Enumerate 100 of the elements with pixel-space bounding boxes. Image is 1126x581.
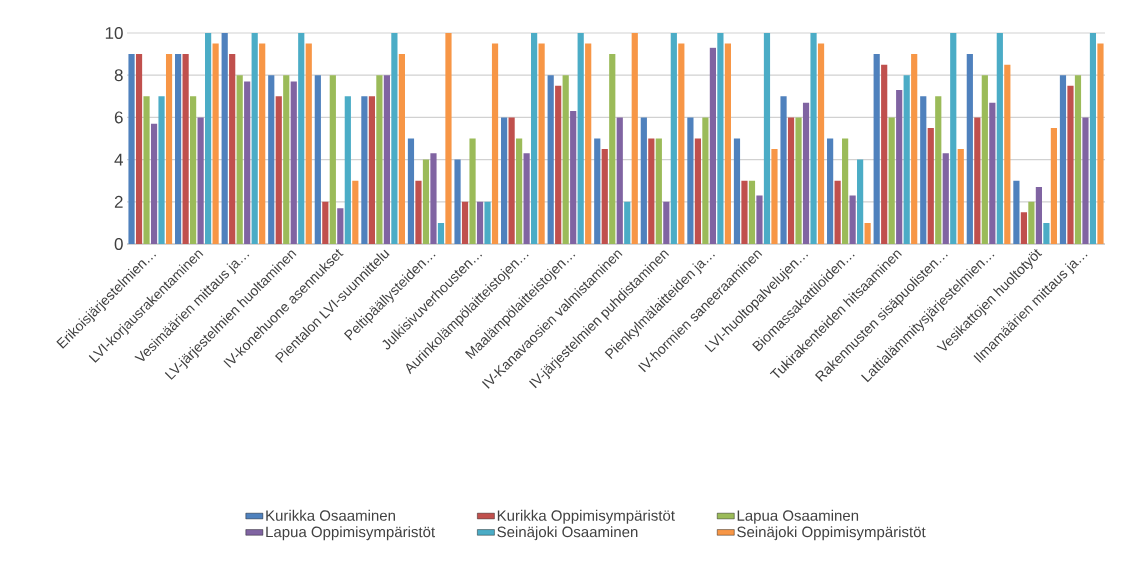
bar	[422, 159, 430, 244]
bar	[538, 43, 545, 244]
legend-label: Lapua Oppimisympäristöt	[266, 526, 436, 541]
bar	[763, 33, 771, 244]
bar	[290, 81, 297, 244]
bar	[1074, 75, 1082, 244]
bar	[834, 180, 841, 244]
bar	[1004, 64, 1011, 244]
bar	[1028, 201, 1035, 244]
bar	[197, 117, 204, 244]
bar	[756, 195, 763, 244]
bar	[989, 102, 996, 244]
bar	[640, 117, 647, 244]
bar	[298, 33, 305, 244]
bar	[415, 180, 422, 244]
bar	[601, 149, 608, 244]
bar	[687, 117, 694, 244]
bar	[562, 75, 569, 244]
bar	[190, 96, 197, 244]
bar	[445, 33, 452, 244]
bar	[594, 138, 601, 244]
bar	[966, 54, 973, 244]
bar	[175, 54, 182, 244]
bar	[810, 33, 817, 244]
bar	[957, 149, 964, 244]
bar	[585, 43, 592, 244]
bar	[1089, 33, 1097, 244]
bar	[305, 43, 312, 244]
y-tick-label: 10	[105, 26, 123, 40]
bar	[531, 33, 538, 244]
legend-label: Kurikka Oppimisympäristöt	[497, 509, 675, 524]
bar	[748, 180, 756, 244]
bar	[709, 47, 716, 244]
bar	[935, 96, 942, 244]
bar	[430, 153, 437, 244]
bar	[391, 33, 398, 244]
bar	[1043, 222, 1050, 244]
bar	[802, 102, 810, 244]
bar	[221, 33, 228, 244]
bar	[461, 201, 469, 244]
bar	[398, 54, 405, 244]
bar	[881, 64, 888, 244]
bar	[361, 96, 368, 244]
bar	[454, 159, 461, 244]
bar	[570, 111, 577, 244]
bar	[236, 75, 243, 244]
bar	[547, 75, 554, 244]
bar	[795, 117, 802, 244]
bar	[555, 85, 562, 244]
bar	[275, 96, 282, 244]
y-tick-label: 0	[114, 237, 123, 251]
bar	[352, 180, 359, 244]
bar	[508, 117, 515, 244]
bar	[950, 33, 957, 244]
bar	[616, 117, 623, 244]
y-tick-label: 2	[114, 195, 123, 208]
bar	[981, 75, 988, 244]
legend-label: Kurikka Osaaminen	[266, 509, 395, 521]
bar	[857, 159, 864, 244]
bar	[1067, 85, 1074, 244]
bar	[143, 96, 150, 244]
bar	[469, 138, 476, 244]
bar	[873, 54, 880, 244]
bar	[974, 117, 981, 244]
bar	[577, 33, 584, 244]
bar	[670, 33, 677, 244]
bar	[771, 149, 778, 244]
bar	[501, 117, 508, 244]
bar	[631, 33, 638, 244]
bar	[268, 75, 275, 244]
bar	[128, 54, 135, 244]
bar	[678, 43, 685, 244]
bar	[663, 201, 670, 244]
bar	[849, 195, 856, 244]
bar	[1013, 180, 1020, 244]
bar	[484, 201, 491, 244]
bar	[337, 208, 344, 244]
bar	[516, 138, 523, 244]
bar	[624, 201, 631, 244]
bar	[135, 54, 143, 244]
bar	[817, 43, 825, 244]
bar	[376, 75, 383, 244]
bar	[927, 127, 934, 244]
bar	[724, 43, 731, 244]
bar	[888, 117, 895, 244]
y-tick-label: 6	[114, 111, 123, 124]
bar	[165, 54, 173, 244]
bar	[1082, 117, 1089, 244]
bar	[1035, 187, 1042, 244]
bar	[842, 138, 849, 244]
bar	[344, 96, 351, 244]
bar	[205, 33, 212, 244]
bar	[911, 54, 918, 244]
bar	[787, 117, 795, 244]
bar	[150, 123, 158, 244]
bar	[780, 96, 787, 244]
bar	[920, 96, 927, 244]
bar	[903, 75, 910, 244]
bar	[244, 81, 251, 244]
bar	[1050, 127, 1057, 244]
